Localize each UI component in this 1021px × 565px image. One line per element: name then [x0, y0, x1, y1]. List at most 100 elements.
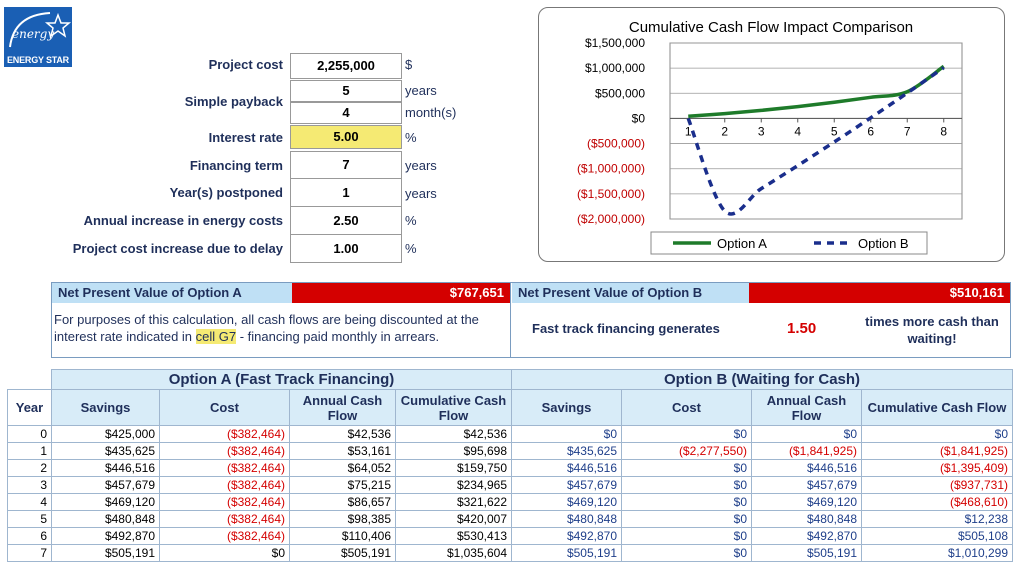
table-cell[interactable]: $505,191: [289, 544, 396, 562]
table-cell[interactable]: ($468,610): [861, 493, 1013, 511]
table-cell[interactable]: $492,870: [751, 527, 862, 545]
table-cell[interactable]: $0: [621, 476, 752, 494]
fast-track-label: Fast track financing generates: [532, 321, 720, 336]
table-cell[interactable]: $480,848: [511, 510, 622, 528]
table-cell[interactable]: $505,191: [511, 544, 622, 562]
npv-b-label: Net Present Value of Option B: [512, 283, 749, 303]
table-cell[interactable]: $0: [621, 459, 752, 477]
table-cell[interactable]: $469,120: [511, 493, 622, 511]
cost-increase-delay-input[interactable]: 1.00: [290, 234, 402, 263]
npv-divider: [510, 283, 511, 357]
table-cell[interactable]: $0: [751, 425, 862, 443]
table-cell[interactable]: ($2,277,550): [621, 442, 752, 460]
table-cell[interactable]: ($937,731): [861, 476, 1013, 494]
table-cell[interactable]: $0: [861, 425, 1013, 443]
table-cell[interactable]: $0: [621, 527, 752, 545]
payback-years-input[interactable]: 5: [290, 80, 402, 102]
npv-note-post: - financing paid monthly in arrears.: [236, 329, 440, 344]
table-cell[interactable]: $435,625: [51, 442, 160, 460]
header-a-cost: Cost: [159, 389, 290, 426]
table-cell[interactable]: ($382,464): [159, 425, 290, 443]
table-row: 0 $425,000 ($382,464) $42,536 $42,536 $0 $0 $0 $…: [7, 425, 1013, 443]
table-cell[interactable]: $75,215: [289, 476, 396, 494]
table-cell[interactable]: $0: [621, 510, 752, 528]
table-cell[interactable]: $0: [621, 493, 752, 511]
table-cell[interactable]: $492,870: [51, 527, 160, 545]
header-year: Year: [7, 389, 52, 426]
table-cell[interactable]: $1,010,299: [861, 544, 1013, 562]
table-cell[interactable]: $42,536: [395, 425, 512, 443]
table-cell[interactable]: ($382,464): [159, 442, 290, 460]
payback-months-input[interactable]: 4: [290, 102, 402, 124]
table-cell[interactable]: $480,848: [51, 510, 160, 528]
table-cell[interactable]: $505,191: [51, 544, 160, 562]
cost-increase-delay-unit: %: [405, 241, 417, 256]
table-cell[interactable]: $0: [159, 544, 290, 562]
table-row: 5 $480,848 ($382,464) $98,385 $420,007 $480,8…: [7, 510, 1013, 528]
table-cell[interactable]: $98,385: [289, 510, 396, 528]
table-cell[interactable]: $95,698: [395, 442, 512, 460]
table-cell[interactable]: $457,679: [51, 476, 160, 494]
table-cell[interactable]: 3: [7, 476, 52, 494]
x-tick-label: 4: [794, 124, 801, 138]
financing-term-label: Financing term: [189, 158, 283, 173]
table-cell[interactable]: $446,516: [51, 459, 160, 477]
group-option-a: Option A (Fast Track Financing): [51, 369, 512, 390]
plot-area: [669, 42, 963, 220]
years-postponed-input[interactable]: 1: [290, 178, 402, 207]
energy-cost-increase-input[interactable]: 2.50: [290, 206, 402, 235]
table-cell[interactable]: $480,848: [751, 510, 862, 528]
table-cell[interactable]: ($382,464): [159, 527, 290, 545]
table-cell[interactable]: ($382,464): [159, 493, 290, 511]
table-cell[interactable]: $446,516: [751, 459, 862, 477]
table-cell[interactable]: 4: [7, 493, 52, 511]
table-cell[interactable]: $469,120: [751, 493, 862, 511]
table-cell[interactable]: 7: [7, 544, 52, 562]
table-cell[interactable]: 6: [7, 527, 52, 545]
table-cell[interactable]: 1: [7, 442, 52, 460]
table-cell[interactable]: $110,406: [289, 527, 396, 545]
table-cell[interactable]: $321,622: [395, 493, 512, 511]
table-row: 3 $457,679 ($382,464) $75,215 $234,965 $457,6…: [7, 476, 1013, 494]
table-cell[interactable]: $12,238: [861, 510, 1013, 528]
table-row: 6 $492,870 ($382,464) $110,406 $530,413 $492,…: [7, 527, 1013, 545]
table-cell[interactable]: $420,007: [395, 510, 512, 528]
npv-note-cell-ref: cell G7: [195, 329, 237, 344]
interest-rate-input[interactable]: 5.00: [290, 125, 402, 149]
table-cell[interactable]: $435,625: [511, 442, 622, 460]
table-cell[interactable]: ($382,464): [159, 476, 290, 494]
table-cell[interactable]: $64,052: [289, 459, 396, 477]
table-cell[interactable]: $0: [621, 425, 752, 443]
y-tick-label: ($2,000,000): [577, 212, 645, 226]
table-cell[interactable]: $159,750: [395, 459, 512, 477]
financing-term-input[interactable]: 7: [290, 151, 402, 179]
table-cell[interactable]: 0: [7, 425, 52, 443]
table-cell[interactable]: ($1,395,409): [861, 459, 1013, 477]
energy-cost-increase-label: Annual increase in energy costs: [83, 213, 283, 228]
table-cell[interactable]: $505,108: [861, 527, 1013, 545]
table-cell[interactable]: ($1,841,925): [861, 442, 1013, 460]
table-cell[interactable]: $446,516: [511, 459, 622, 477]
table-cell[interactable]: $42,536: [289, 425, 396, 443]
table-cell[interactable]: $457,679: [511, 476, 622, 494]
table-cell[interactable]: 2: [7, 459, 52, 477]
project-cost-input[interactable]: 2,255,000: [290, 53, 402, 79]
table-cell[interactable]: $469,120: [51, 493, 160, 511]
table-cell[interactable]: $1,035,604: [395, 544, 512, 562]
table-cell[interactable]: $505,191: [751, 544, 862, 562]
table-cell[interactable]: $0: [621, 544, 752, 562]
table-cell[interactable]: $234,965: [395, 476, 512, 494]
table-cell[interactable]: ($1,841,925): [751, 442, 862, 460]
header-b-annual: Annual Cash Flow: [751, 389, 862, 426]
table-cell[interactable]: $0: [511, 425, 622, 443]
table-cell[interactable]: $530,413: [395, 527, 512, 545]
table-cell[interactable]: 5: [7, 510, 52, 528]
table-cell[interactable]: $492,870: [511, 527, 622, 545]
table-cell[interactable]: ($382,464): [159, 510, 290, 528]
table-cell[interactable]: $457,679: [751, 476, 862, 494]
table-cell[interactable]: $425,000: [51, 425, 160, 443]
legend-option-b-label: Option B: [858, 236, 909, 251]
table-cell[interactable]: $53,161: [289, 442, 396, 460]
table-cell[interactable]: ($382,464): [159, 459, 290, 477]
table-cell[interactable]: $86,657: [289, 493, 396, 511]
